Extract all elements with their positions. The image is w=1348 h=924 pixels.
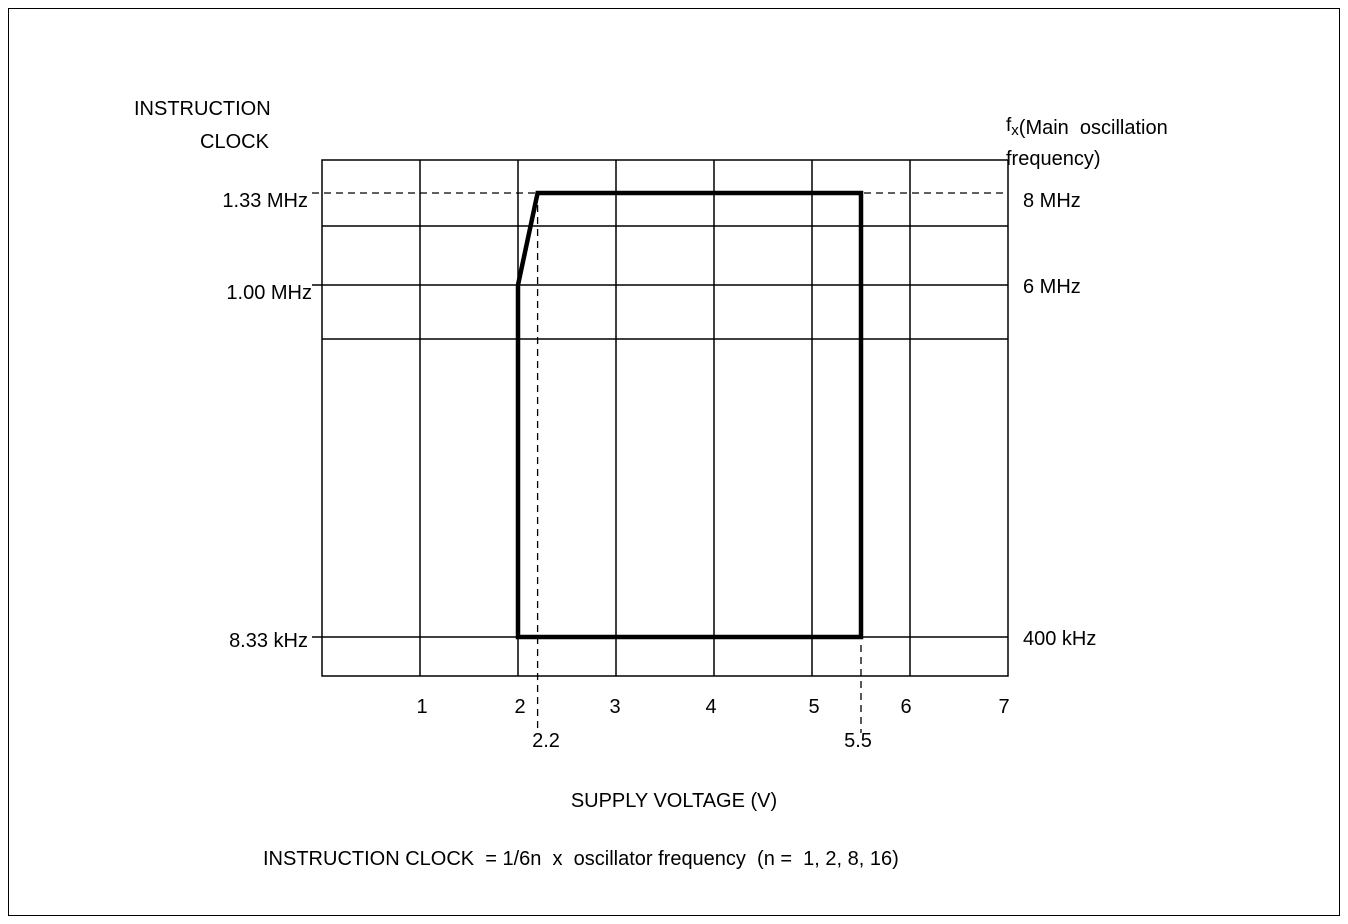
x-ref-label: 5.5	[844, 730, 872, 752]
left-axis-label-line1: INSTRUCTION	[134, 98, 271, 120]
x-ref-label: 2.2	[532, 730, 560, 752]
left-tick-label: 1.33 MHz	[222, 190, 308, 212]
right-tick-label: 6 MHz	[1023, 276, 1081, 298]
right-tick-label: 400 kHz	[1023, 628, 1097, 650]
x-tick-label: 6	[900, 696, 912, 718]
left-tick-label: 1.00 MHz	[226, 282, 312, 304]
x-tick-label: 2	[514, 696, 526, 718]
x-tick-label: 4	[705, 696, 717, 718]
left-axis-label-line2: CLOCK	[200, 131, 269, 153]
right-axis-label-subscript: X	[1011, 122, 1019, 139]
right-axis-label-prefix: f	[1006, 115, 1012, 136]
x-tick-label: 5	[808, 696, 820, 718]
x-tick-label: 1	[416, 696, 428, 718]
right-axis-label-line1: fX(Main oscillation	[1006, 115, 1168, 141]
x-axis-label: SUPPLY VOLTAGE (V)	[570, 790, 778, 812]
left-tick-label: 8.33 kHz	[229, 630, 308, 652]
right-tick-label: 8 MHz	[1023, 190, 1081, 212]
footnote-formula: INSTRUCTION CLOCK = 1/6n x oscillator fr…	[263, 848, 899, 870]
plot-area-border	[321, 159, 1009, 677]
right-axis-label-line2: frequency)	[1006, 148, 1101, 170]
x-tick-label: 3	[609, 696, 621, 718]
x-tick-label: 7	[998, 696, 1010, 718]
right-axis-label-rest: (Main oscillation	[1018, 117, 1168, 139]
operating-region-outline	[515, 190, 864, 640]
